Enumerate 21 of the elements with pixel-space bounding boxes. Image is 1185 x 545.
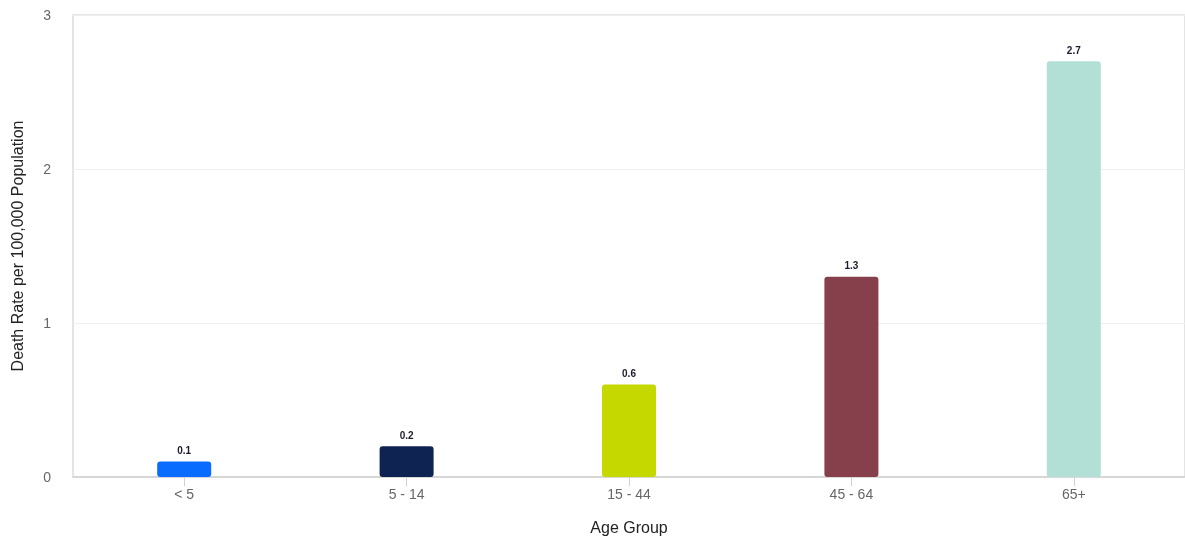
bar <box>602 384 656 477</box>
x-tick-label: 5 - 14 <box>388 486 425 502</box>
data-label: 0.1 <box>177 445 192 457</box>
y-axis-title: Death Rate per 100,000 Population <box>8 120 26 372</box>
bar <box>1046 61 1101 477</box>
x-tick-label: 15 - 44 <box>607 486 651 502</box>
x-tick-label: 65+ <box>1061 486 1086 502</box>
data-label: 0.6 <box>622 368 637 380</box>
bar <box>379 446 434 477</box>
y-tick-label: 1 <box>43 315 52 331</box>
x-tick-label: 45 - 64 <box>829 486 874 502</box>
y-tick-label: 0 <box>43 469 52 485</box>
bar <box>824 276 879 477</box>
y-tick-label: 3 <box>43 7 52 23</box>
x-axis-title: Age Group <box>590 518 668 536</box>
data-label: 2.7 <box>1066 44 1082 56</box>
bar <box>157 461 212 477</box>
x-tick-label: < 5 <box>174 486 195 502</box>
data-label: 0.2 <box>399 429 414 441</box>
data-label: 1.3 <box>844 260 859 272</box>
y-tick-label: 2 <box>43 161 52 177</box>
